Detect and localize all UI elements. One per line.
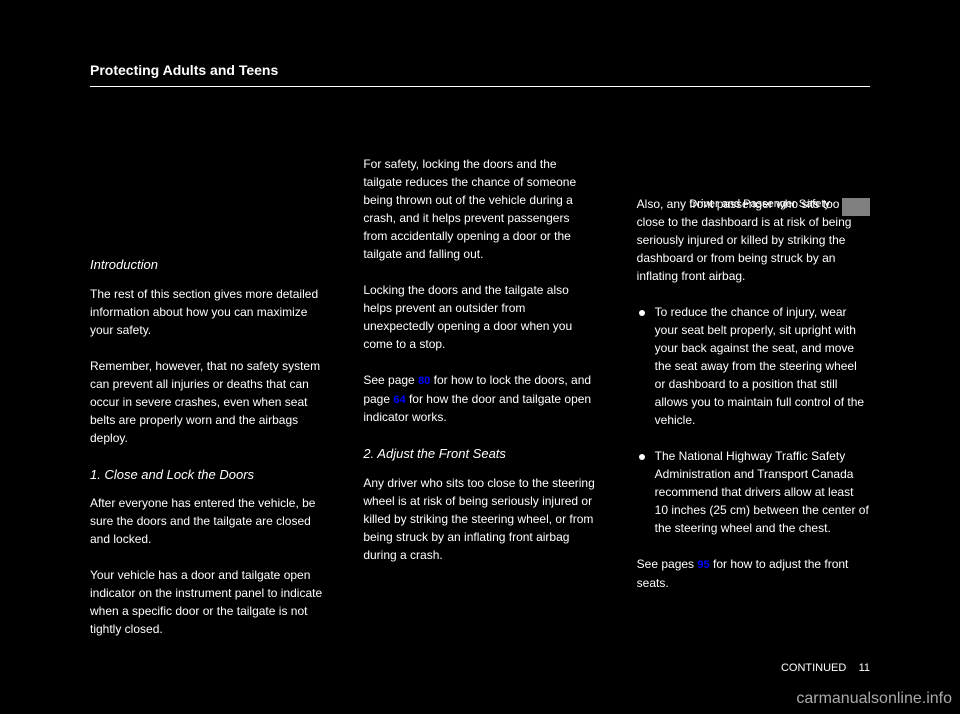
page-link-80[interactable]: 80 (418, 375, 430, 387)
footer-right: CONTINUED 11 (781, 662, 870, 674)
seat-page-ref: See pages 95 for how to adjust the front… (637, 555, 870, 592)
distance-tip-row: To reduce the chance of injury, wear you… (637, 303, 870, 429)
see-page-doors-pre: See page (363, 373, 414, 387)
watermark: carmanualsonline.info (796, 690, 952, 708)
close-doors-heading: 1. Close and Lock the Doors (90, 465, 323, 485)
page-number: 11 (859, 662, 870, 674)
bullet-icon (637, 449, 647, 467)
page-link-64[interactable]: 64 (393, 394, 405, 406)
column-1: Introduction The rest of this section gi… (90, 60, 323, 620)
distance-tip: To reduce the chance of injury, wear you… (655, 303, 870, 429)
bullet-icon (637, 305, 647, 323)
page-link-95[interactable]: 95 (697, 559, 709, 571)
intro-text: The rest of this section gives more deta… (90, 285, 323, 339)
doors-page-ref: See page 80 for how to lock the doors, a… (363, 371, 596, 426)
close-doors-text-2: Your vehicle has a door and tailgate ope… (90, 566, 323, 638)
remember-text: Remember, however, that no safety system… (90, 357, 323, 447)
column-2: For safety, locking the doors and the ta… (363, 60, 596, 620)
close-doors-text: After everyone has entered the vehicle, … (90, 494, 323, 548)
locking-tip: For safety, locking the doors and the ta… (363, 155, 596, 263)
nhtsa-tip: The National Highway Traffic Safety Admi… (655, 447, 870, 537)
adjust-seats-text: Any driver who sits too close to the ste… (363, 474, 596, 564)
section-title: Protecting Adults and Teens (90, 62, 870, 78)
nhtsa-tip-row: The National Highway Traffic Safety Admi… (637, 447, 870, 537)
locking-tip-2: Locking the doors and the tailgate also … (363, 281, 596, 353)
chapter-badge (842, 198, 870, 216)
column-3: Also, any front passenger who sits too c… (637, 60, 870, 620)
intro-subheading: Introduction (90, 255, 323, 275)
chapter-label: Driver and Passenger Safety (689, 198, 830, 210)
content-columns: Introduction The rest of this section gi… (90, 60, 870, 620)
adjust-seats-heading: 2. Adjust the Front Seats (363, 444, 596, 464)
separator (90, 86, 870, 87)
see-page-seat-pre: See pages (637, 557, 694, 571)
page-heading: Protecting Adults and Teens (90, 62, 870, 87)
continued-label: CONTINUED (781, 662, 846, 674)
